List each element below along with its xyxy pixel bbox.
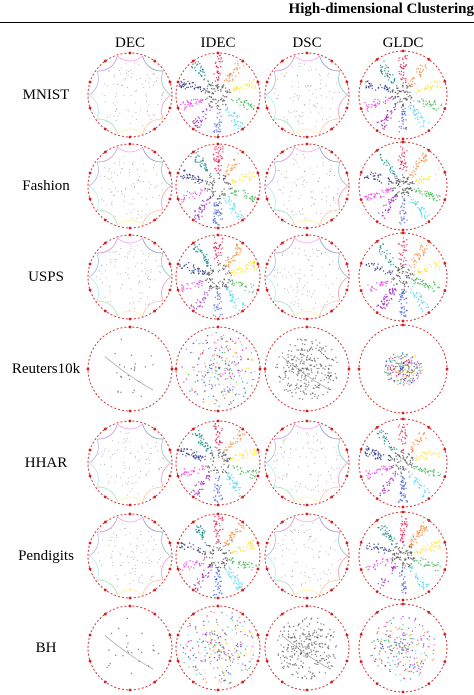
embedding-bh-dec: [87, 604, 173, 692]
column-label-dec: DEC: [115, 35, 145, 51]
embedding-usps-dec: [87, 233, 173, 321]
embedding-pendigits-dec: [87, 512, 173, 600]
embedding-usps-dsc: [264, 233, 350, 321]
embedding-hhar-gldc: [358, 417, 448, 509]
embedding-bh-gldc: [358, 602, 448, 694]
column-label-gldc: GLDC: [382, 35, 424, 51]
row-label-mnist: MNIST: [22, 87, 70, 103]
embedding-pendigits-gldc: [358, 510, 448, 602]
column-label-idec: IDEC: [200, 35, 236, 51]
embedding-fashion-gldc: [358, 140, 448, 232]
embedding-pendigits-dsc: [264, 512, 350, 600]
embedding-bh-idec: [175, 604, 261, 692]
embedding-pendigits-idec: [175, 512, 261, 600]
row-label-reuters10k: Reuters10k: [11, 361, 81, 377]
row-label-fashion: Fashion: [22, 178, 70, 194]
embedding-mnist-dsc: [264, 51, 350, 139]
page-header: High-dimensional Clustering: [288, 1, 474, 17]
embedding-reuters10k-dec: [86, 325, 174, 413]
column-label-dsc: DSC: [292, 35, 322, 51]
header-rule: [0, 22, 474, 23]
embedding-reuters10k-idec: [174, 325, 262, 413]
embedding-usps-gldc: [358, 231, 448, 323]
embedding-hhar-idec: [175, 419, 261, 507]
row-label-bh: BH: [35, 640, 57, 656]
embedding-reuters10k-dsc: [263, 325, 351, 413]
embedding-usps-idec: [175, 233, 261, 321]
row-label-hhar: HHAR: [24, 455, 68, 471]
embedding-fashion-dsc: [264, 142, 350, 230]
embedding-mnist-gldc: [358, 49, 448, 141]
embedding-mnist-dec: [87, 51, 173, 139]
embedding-hhar-dsc: [264, 419, 350, 507]
embedding-hhar-dec: [87, 419, 173, 507]
embedding-mnist-idec: [175, 51, 261, 139]
row-label-pendigits: Pendigits: [18, 548, 74, 564]
row-label-usps: USPS: [28, 269, 64, 285]
embedding-fashion-dec: [87, 142, 173, 230]
embedding-reuters10k-gldc: [357, 323, 449, 415]
embedding-fashion-idec: [175, 142, 261, 230]
embedding-bh-dsc: [264, 604, 350, 692]
